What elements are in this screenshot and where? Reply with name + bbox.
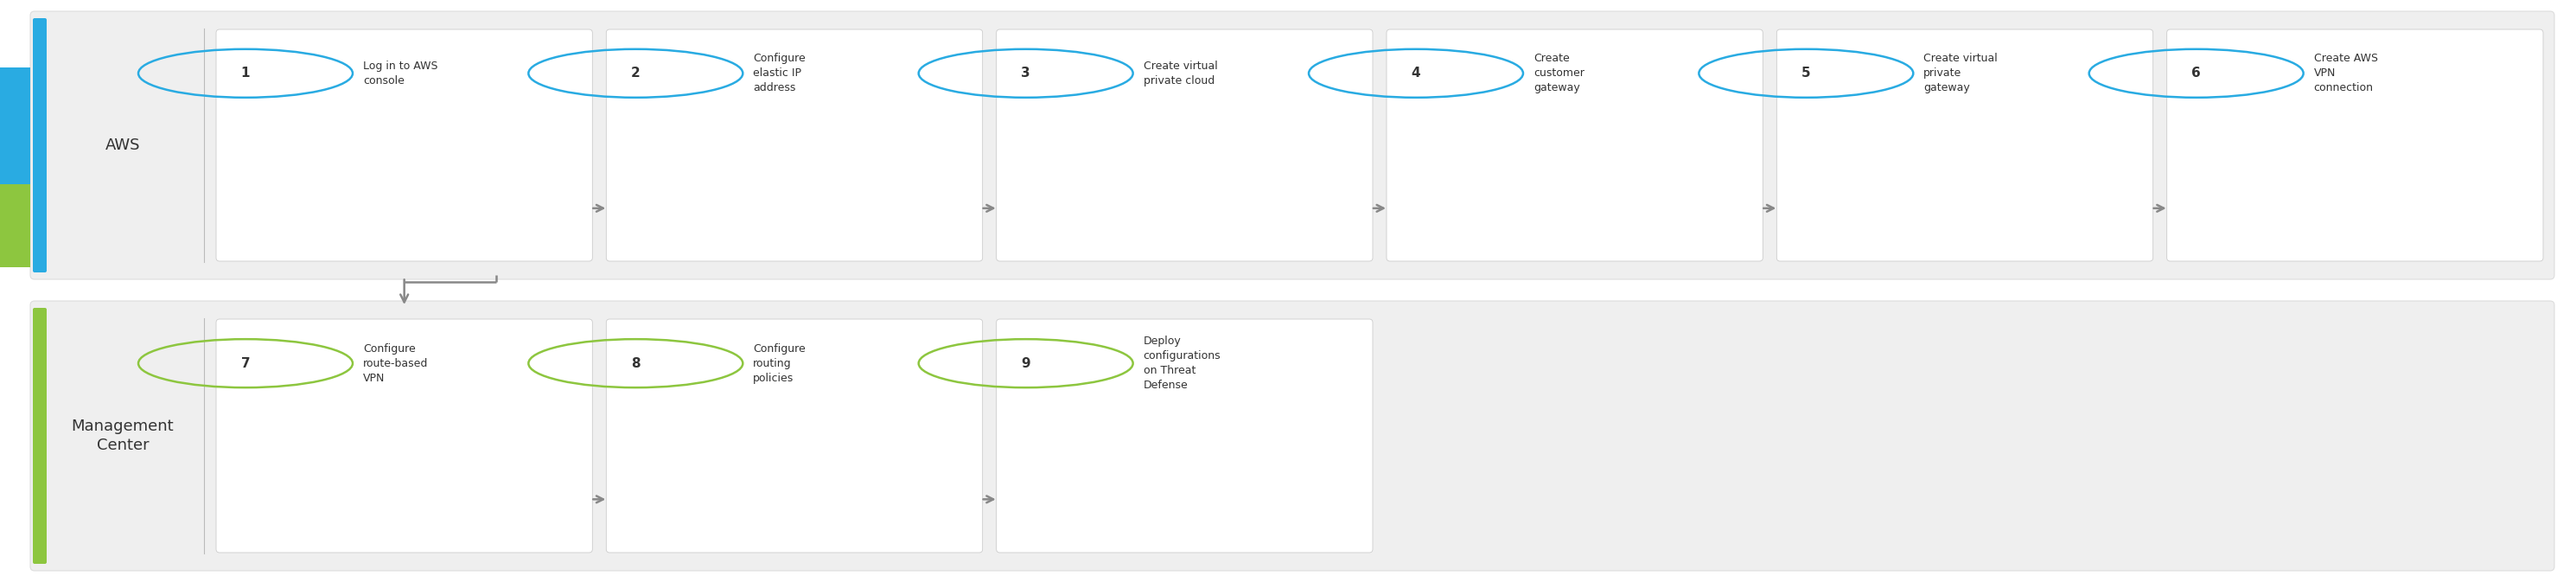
FancyBboxPatch shape <box>31 11 2555 279</box>
Text: 9: 9 <box>1020 357 1030 370</box>
Text: Log in to AWS
console: Log in to AWS console <box>363 61 438 86</box>
FancyBboxPatch shape <box>1777 30 2154 261</box>
FancyBboxPatch shape <box>997 319 1373 552</box>
FancyBboxPatch shape <box>33 18 46 272</box>
Text: Create virtual
private cloud: Create virtual private cloud <box>1144 61 1218 86</box>
Bar <box>0 184 31 267</box>
Text: Create
customer
gateway: Create customer gateway <box>1533 53 1584 94</box>
FancyBboxPatch shape <box>216 319 592 552</box>
Text: 3: 3 <box>1020 67 1030 80</box>
Text: 4: 4 <box>1412 67 1419 80</box>
Text: Configure
elastic IP
address: Configure elastic IP address <box>752 53 806 94</box>
Text: Create AWS
VPN
connection: Create AWS VPN connection <box>2313 53 2378 94</box>
FancyBboxPatch shape <box>31 301 2555 571</box>
FancyBboxPatch shape <box>1386 30 1762 261</box>
Text: Configure
route-based
VPN: Configure route-based VPN <box>363 343 428 384</box>
Bar <box>0 68 31 184</box>
FancyBboxPatch shape <box>33 308 46 564</box>
Text: AWS: AWS <box>106 137 139 153</box>
Text: 5: 5 <box>1801 67 1811 80</box>
Text: Management
Center: Management Center <box>72 418 175 453</box>
Text: Configure
routing
policies: Configure routing policies <box>752 343 806 384</box>
Text: 7: 7 <box>242 357 250 370</box>
FancyBboxPatch shape <box>605 30 981 261</box>
FancyBboxPatch shape <box>2166 30 2543 261</box>
Text: Create virtual
private
gateway: Create virtual private gateway <box>1924 53 1999 94</box>
Text: 8: 8 <box>631 357 641 370</box>
FancyBboxPatch shape <box>605 319 981 552</box>
FancyBboxPatch shape <box>997 30 1373 261</box>
Text: Deploy
configurations
on Threat
Defense: Deploy configurations on Threat Defense <box>1144 336 1221 391</box>
Text: 6: 6 <box>2192 67 2200 80</box>
Text: 2: 2 <box>631 67 641 80</box>
Text: 1: 1 <box>242 67 250 80</box>
FancyBboxPatch shape <box>216 30 592 261</box>
